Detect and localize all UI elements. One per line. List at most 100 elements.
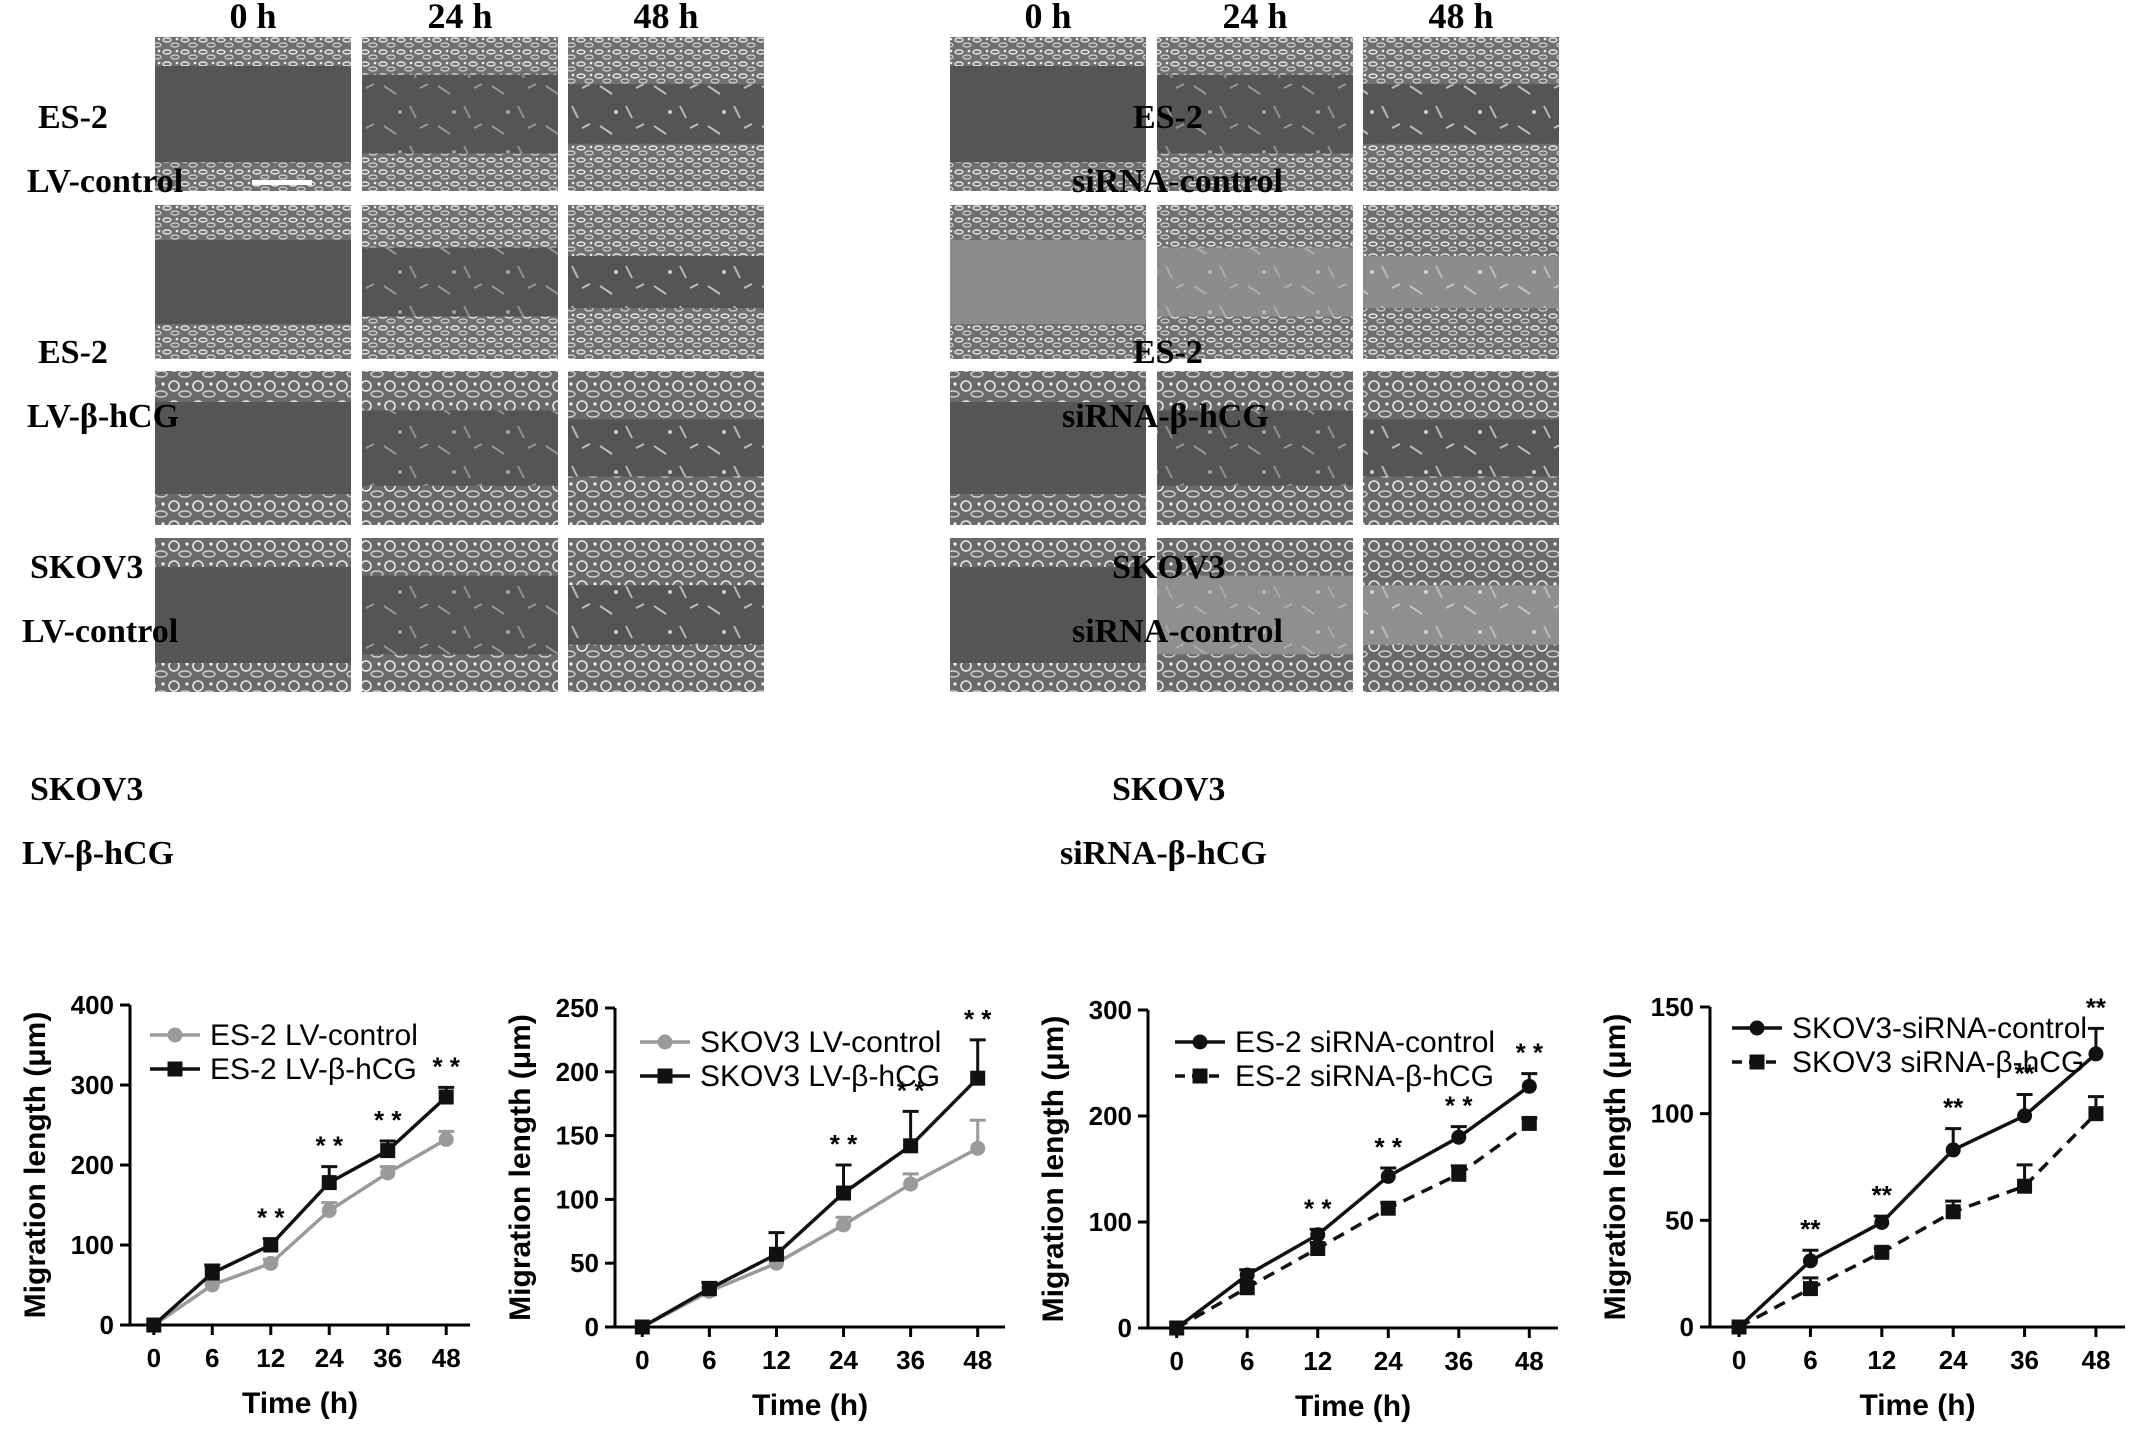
x-tick-label: 24 [1374, 1346, 1403, 1376]
series [146, 1129, 455, 1333]
wound-image [362, 37, 558, 191]
significance-marker: ** [1800, 1214, 1821, 1244]
data-point [1310, 1227, 1326, 1243]
legend-entry: SKOV3 siRNA-β-hCG [1732, 1046, 2084, 1079]
legend-label: ES-2 siRNA-control [1235, 1026, 1495, 1059]
wound-image [1363, 538, 1559, 692]
y-tick-label: 100 [1651, 1099, 1694, 1129]
wound-image [568, 205, 764, 359]
significance-marker: * * [432, 1051, 460, 1081]
significance-marker: * * [1304, 1193, 1332, 1223]
y-axis-label: Migration length (μm) [19, 1012, 52, 1319]
legend-marker [1192, 1068, 1208, 1084]
x-axis-label: Time (h) [1859, 1389, 1975, 1422]
panel_b-time-header: 0 h [1024, 0, 1071, 36]
y-tick-label: 50 [1665, 1205, 1694, 1235]
series-line [1175, 1084, 1531, 1330]
y-tick-label: 150 [556, 1121, 599, 1151]
data-point [1380, 1200, 1396, 1216]
data-point [970, 1140, 986, 1156]
series-line [1737, 1052, 2098, 1329]
x-axis-label: Time (h) [752, 1389, 868, 1422]
significance-marker: ** [2014, 1058, 2035, 1088]
x-tick-label: 0 [1169, 1346, 1183, 1376]
y-axis-label: Migration length (μm) [1599, 1014, 1632, 1321]
migration-chart: 0 50 100 150 200 250 0 6 12 24 36 48 Time (h) Migrati… [504, 993, 1005, 1422]
data-point [2017, 1108, 2033, 1124]
significance-marker: ** [2086, 992, 2107, 1022]
x-tick-label: 6 [702, 1345, 716, 1375]
x-tick-label: 24 [829, 1345, 858, 1375]
data-point [321, 1175, 337, 1191]
data-point [380, 1143, 396, 1159]
x-tick-label: 6 [1240, 1346, 1254, 1376]
x-tick-label: 0 [635, 1345, 649, 1375]
data-point [2088, 1106, 2104, 1122]
data-point [2017, 1178, 2033, 1194]
migration-chart: 0 100 200 300 400 0 6 12 24 36 48 Time (h) Migration… [19, 990, 470, 1420]
x-tick-label: 48 [1515, 1346, 1544, 1376]
data-point [1380, 1168, 1396, 1184]
y-tick-label: 50 [570, 1248, 599, 1278]
row-label-cell-line: ES-2 [1133, 334, 1203, 371]
wound-image [568, 37, 764, 191]
y-axis-label: Migration length (μm) [504, 1014, 537, 1321]
data-point [1239, 1267, 1255, 1283]
wound-image [362, 371, 558, 525]
data-point [1310, 1241, 1326, 1256]
legend-entry: SKOV3 LV-β-hCG [640, 1060, 940, 1093]
wound-image [950, 37, 1146, 191]
data-point [903, 1138, 919, 1154]
row-label-cell-line: SKOV3 [30, 549, 143, 586]
y-tick-label: 300 [71, 1070, 114, 1100]
x-tick-label: 24 [315, 1343, 344, 1373]
panel_a-time-header: 24 h [427, 0, 492, 36]
significance-marker: * * [897, 1075, 925, 1105]
wound-image [568, 371, 764, 525]
wound-image [1157, 538, 1353, 692]
series-line [152, 1137, 448, 1327]
series-line [1175, 1122, 1531, 1330]
data-point [634, 1319, 650, 1335]
y-tick-label: 100 [71, 1230, 114, 1260]
wound-image [362, 538, 558, 692]
wound-image [1363, 371, 1559, 525]
wound-image [950, 538, 1146, 692]
significance-marker: ** [1872, 1180, 1893, 1210]
y-tick-label: 100 [556, 1184, 599, 1214]
y-tick-label: 100 [1089, 1207, 1132, 1237]
x-tick-label: 48 [2081, 1345, 2110, 1375]
data-point [380, 1165, 396, 1181]
legend-marker [1749, 1020, 1765, 1036]
x-tick-label: 36 [1444, 1346, 1473, 1376]
wound-gap [155, 66, 351, 162]
series [634, 1038, 986, 1335]
wound-image [155, 538, 351, 692]
row-label-treatment: LV-β-hCG [27, 398, 179, 435]
panel_b-time-header: 24 h [1222, 0, 1287, 36]
row-label-cell-line: ES-2 [38, 334, 108, 371]
legend-marker [167, 1027, 183, 1043]
data-point [836, 1185, 852, 1201]
significance-marker: * * [1375, 1132, 1403, 1162]
row-label-treatment: siRNA-control [1072, 613, 1283, 650]
panel_b-time-header: 48 h [1428, 0, 1493, 36]
series [146, 1085, 455, 1333]
row-label-treatment: siRNA-control [1072, 163, 1283, 200]
wound-image [155, 37, 351, 191]
x-tick-label: 6 [205, 1343, 219, 1373]
y-tick-label: 400 [71, 990, 114, 1020]
scale-bar [252, 180, 312, 185]
row-label-cell-line: SKOV3 [30, 771, 143, 808]
x-axis-label: Time (h) [242, 1387, 358, 1420]
y-tick-label: 0 [1118, 1313, 1132, 1343]
wound-image [1157, 205, 1353, 359]
data-point [1945, 1204, 1961, 1220]
data-point [204, 1265, 220, 1281]
legend-label: SKOV3 LV-control [700, 1026, 941, 1059]
data-point [1874, 1244, 1890, 1260]
series-line [641, 1146, 979, 1329]
legend-label: ES-2 LV-β-hCG [210, 1053, 417, 1086]
legend-label: ES-2 siRNA-β-hCG [1235, 1060, 1494, 1093]
wound-image [568, 538, 764, 692]
